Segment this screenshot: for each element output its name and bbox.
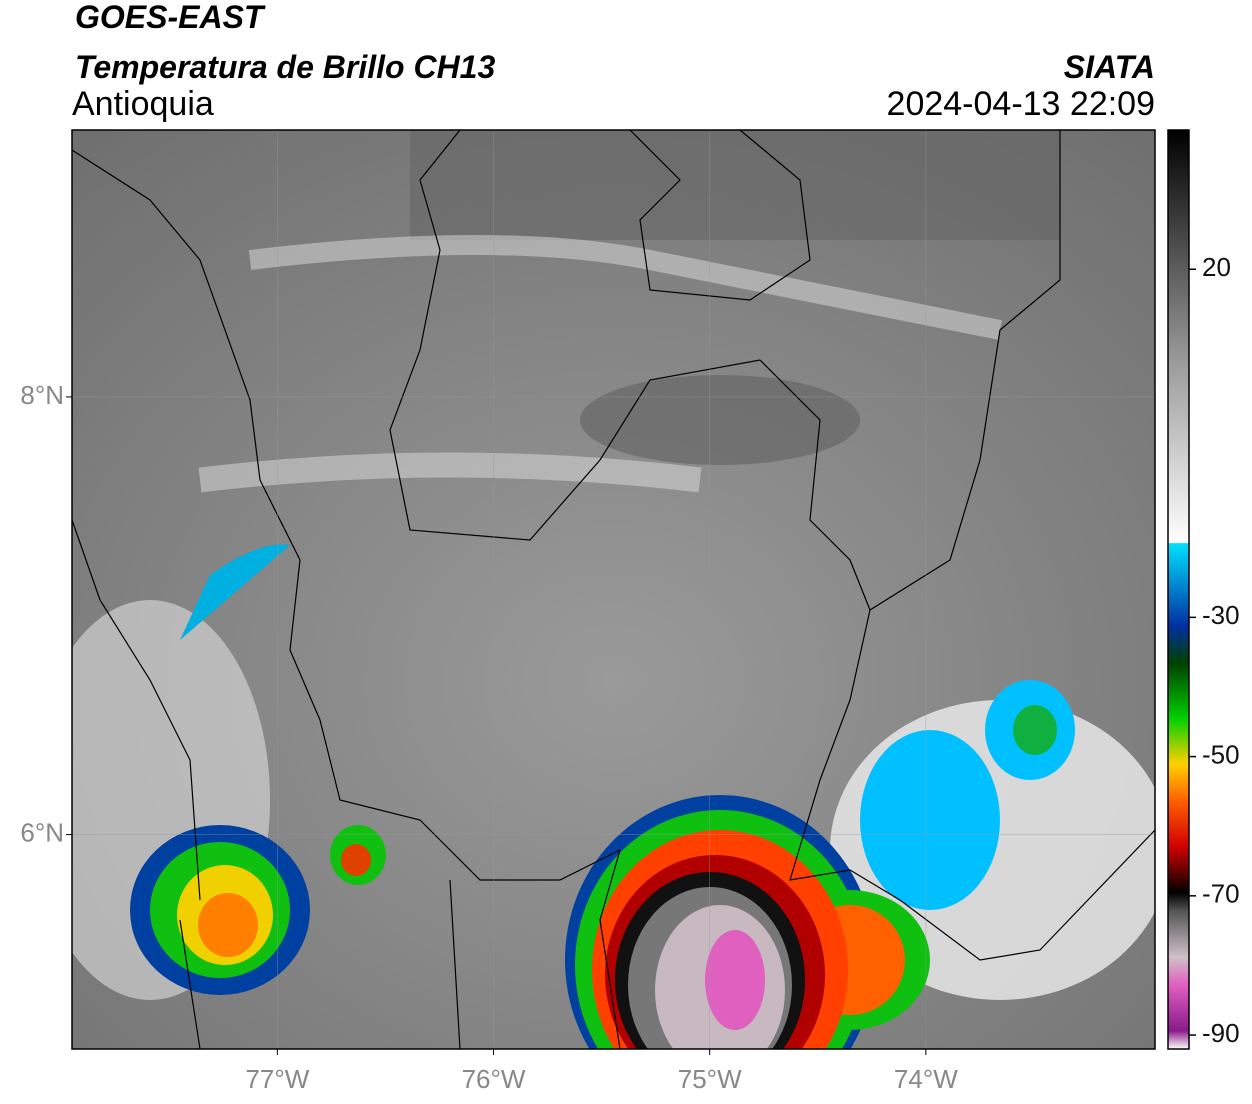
map-frame [71, 129, 1156, 1050]
border [389, 130, 1061, 611]
title: GOES-EAST [75, 0, 266, 35]
storm-cell [1013, 705, 1057, 755]
graticule [72, 130, 1155, 1049]
map-image [72, 130, 1155, 1049]
border [789, 609, 1155, 961]
storm-cell [180, 544, 290, 640]
colorbar-tick-label: -70 [1202, 879, 1240, 909]
cloud-region [410, 130, 1060, 240]
x-tick-label: 75°W [678, 1064, 742, 1094]
colorbar [1167, 129, 1190, 1050]
colorbar-tick-label: -50 [1202, 739, 1240, 769]
storm-cell [341, 844, 371, 876]
colorbar-tick-label: -30 [1202, 600, 1240, 630]
y-tick-label: 6°N [20, 817, 64, 847]
storm-cell [198, 893, 258, 957]
border [72, 149, 621, 881]
storm-cell [705, 930, 765, 1030]
x-tick-label: 74°W [894, 1064, 958, 1094]
colorbar-tick-label: -90 [1202, 1018, 1240, 1048]
border [629, 130, 811, 301]
cloud-streak [248, 235, 1002, 340]
border [72, 519, 621, 1049]
x-tick-label: 77°W [245, 1064, 309, 1094]
x-tick-label: 76°W [462, 1064, 526, 1094]
subtitle: Temperatura de Brillo CH13 [75, 49, 495, 85]
storm-cell [860, 730, 1000, 910]
cloud-streak [198, 452, 702, 493]
cloud-region [580, 375, 860, 465]
colorbar-tick-label: 20 [1202, 252, 1231, 282]
source: SIATA [1064, 49, 1155, 85]
region: Antioquia [72, 85, 214, 123]
y-tick-label: 8°N [20, 380, 64, 410]
timestamp: 2024-04-13 22:09 [887, 85, 1155, 123]
